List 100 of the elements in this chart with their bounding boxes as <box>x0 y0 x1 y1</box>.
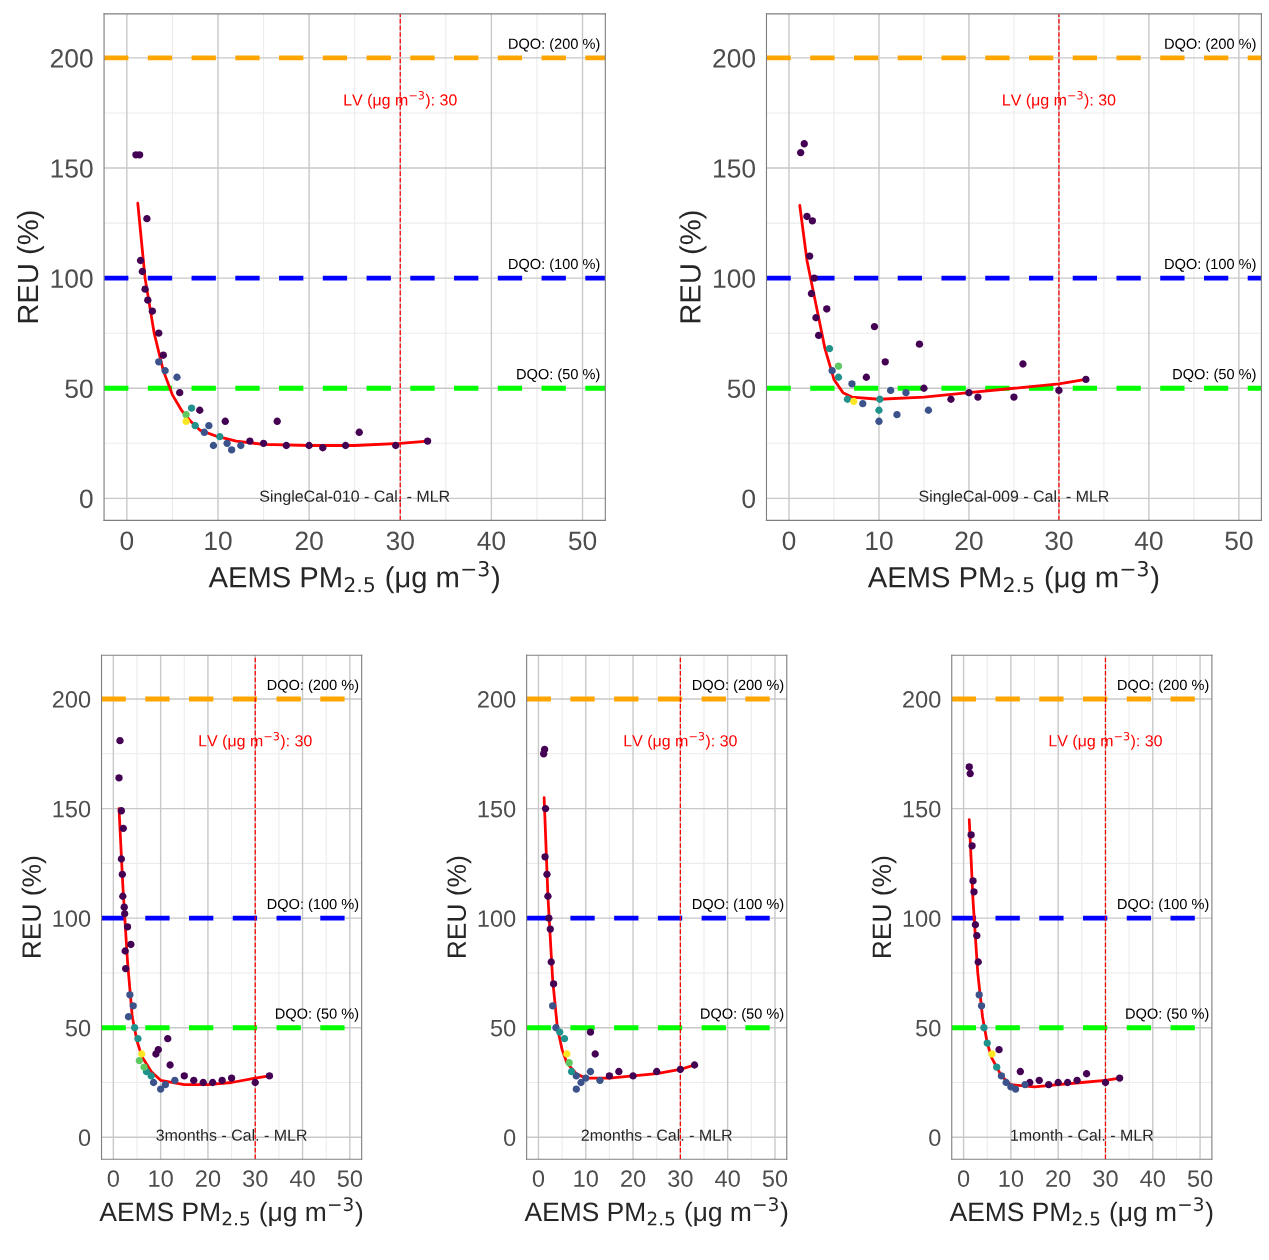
point <box>995 1045 1003 1054</box>
point <box>147 1072 155 1080</box>
point <box>1063 1078 1072 1087</box>
point <box>548 1002 557 1010</box>
y-tick-label: 150 <box>714 159 756 178</box>
ref-line-label: DQO: (100 %) <box>1165 258 1256 273</box>
point <box>968 842 976 850</box>
point <box>653 1067 661 1076</box>
ref-line-label: DQO: (50 %) <box>275 1008 359 1022</box>
point <box>148 307 157 315</box>
point <box>205 422 213 430</box>
x-tick-label: 40 <box>1140 1170 1165 1187</box>
point <box>116 736 124 745</box>
point <box>227 1074 236 1082</box>
point <box>825 344 834 353</box>
point <box>119 892 127 900</box>
point <box>1054 1078 1062 1087</box>
point <box>143 215 151 223</box>
y-tick-label: 0 <box>929 1129 941 1147</box>
x-tick-label: 0 <box>782 531 796 551</box>
y-tick-label: 100 <box>903 910 941 927</box>
x-tick-label: 40 <box>715 1170 740 1187</box>
x-tick-label: 0 <box>957 1170 970 1187</box>
y-tick-label: 200 <box>50 49 93 68</box>
annotation: 3months - Cal. - MLR <box>156 1129 307 1141</box>
point <box>563 1050 571 1058</box>
point <box>159 351 167 359</box>
point <box>164 1035 172 1043</box>
ref-line-label: LV (μg m$^{−3}$): 30 <box>344 91 457 109</box>
point <box>115 774 123 782</box>
x-tick-label: 50 <box>1187 1170 1213 1187</box>
point <box>549 980 558 988</box>
point <box>875 417 883 425</box>
point <box>823 305 831 313</box>
point <box>251 1078 259 1087</box>
point <box>138 267 147 276</box>
point <box>176 388 184 397</box>
annotation: 1month - Cal. - MLR <box>1011 1129 1153 1141</box>
point <box>1073 1076 1081 1084</box>
point <box>123 923 132 931</box>
point <box>196 406 204 414</box>
point <box>875 406 883 414</box>
point <box>947 395 955 403</box>
point <box>596 1076 604 1084</box>
x-tick-label: 20 <box>295 531 323 551</box>
point <box>191 422 199 430</box>
point <box>970 888 978 896</box>
point <box>173 373 181 381</box>
point <box>803 212 811 221</box>
y-tick-label: 50 <box>490 1019 516 1037</box>
point <box>808 217 817 225</box>
x-axis-title: AEMS PM$_{2.5}$ (μg m$^{−3}$) <box>99 1197 363 1227</box>
ref-line-label: LV (μg m$^{−3}$): 30 <box>1003 91 1116 109</box>
point <box>547 958 555 966</box>
ref-line-label: DQO: (200 %) <box>509 38 600 52</box>
point <box>392 441 400 450</box>
point <box>965 763 973 771</box>
annotation: 2months - Cal. - MLR <box>581 1129 732 1141</box>
ref-line-label: DQO: (100 %) <box>1118 898 1209 913</box>
point <box>1115 1074 1124 1082</box>
y-axis-title: REU (%) <box>871 856 897 958</box>
point <box>834 362 843 370</box>
y-tick-label: 50 <box>65 379 93 399</box>
point <box>144 296 152 304</box>
point <box>161 1081 170 1089</box>
point <box>586 1067 595 1076</box>
point <box>969 877 977 885</box>
y-tick-label: 150 <box>903 800 941 818</box>
point <box>546 925 554 933</box>
point <box>182 417 190 425</box>
point <box>812 314 820 322</box>
point <box>126 991 134 999</box>
point <box>171 1076 179 1084</box>
y-tick-label: 150 <box>53 800 91 818</box>
point <box>246 437 254 445</box>
y-tick-label: 50 <box>916 1019 941 1037</box>
point <box>1010 393 1018 401</box>
point <box>1055 386 1063 395</box>
x-tick-label: 10 <box>205 531 232 551</box>
point <box>920 384 928 392</box>
point <box>1082 1070 1091 1078</box>
point <box>834 373 843 381</box>
x-axis-title: AEMS PM$_{2.5}$ (μg m$^{−3}$) <box>524 1197 788 1227</box>
y-tick-label: 200 <box>52 691 91 708</box>
ref-line-label: DQO: (200 %) <box>1118 679 1209 693</box>
point <box>977 1002 986 1010</box>
point <box>843 395 852 403</box>
point <box>180 1072 188 1080</box>
point <box>629 1072 637 1080</box>
y-tick-label: 100 <box>53 910 91 927</box>
point <box>199 1078 207 1087</box>
x-tick-label: 40 <box>289 1170 315 1187</box>
point <box>134 1035 142 1043</box>
x-tick-label: 10 <box>149 1170 173 1187</box>
y-tick-label: 0 <box>80 489 93 509</box>
point <box>993 1063 1001 1071</box>
point <box>974 958 982 966</box>
point <box>796 148 805 157</box>
point <box>200 428 208 436</box>
point <box>859 399 867 408</box>
